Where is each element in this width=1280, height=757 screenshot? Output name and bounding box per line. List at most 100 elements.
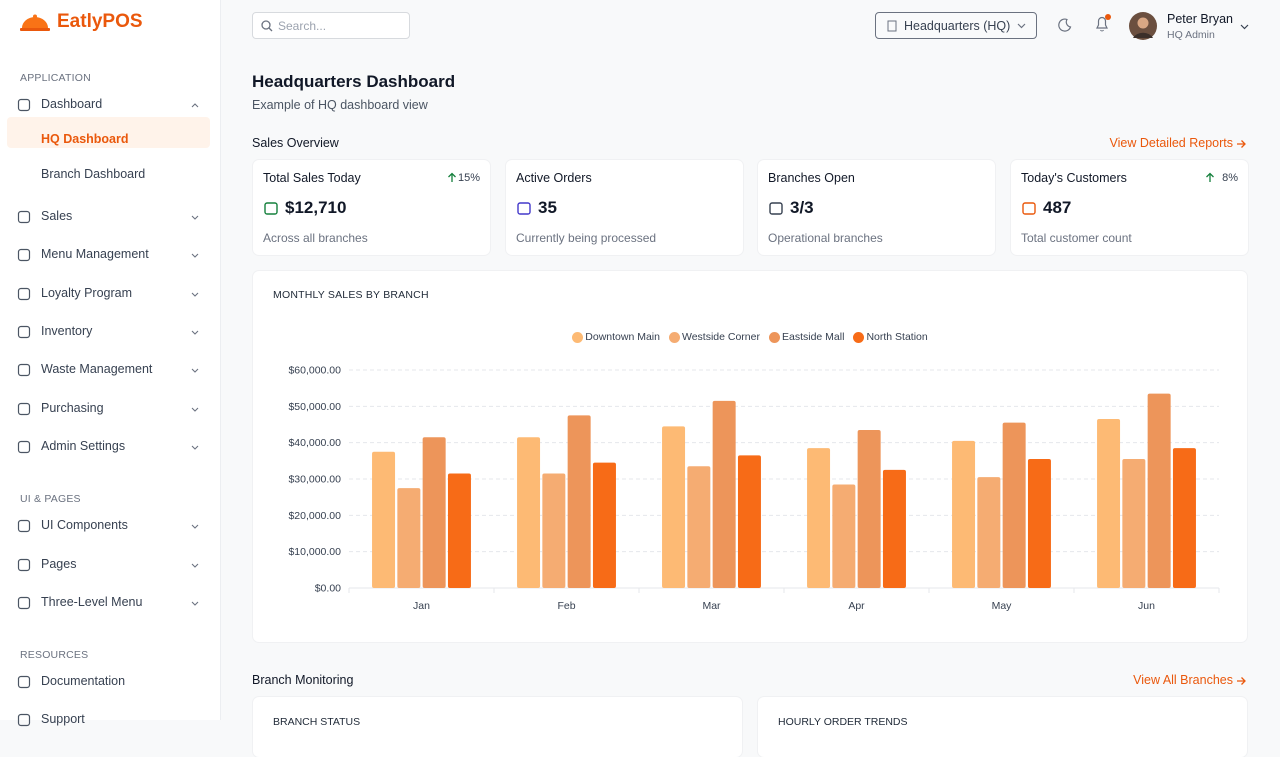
- theme-toggle[interactable]: [1058, 18, 1072, 32]
- bar: [832, 484, 856, 588]
- branch-status-card: BRANCH STATUS: [253, 697, 742, 757]
- x-tick-label: Apr: [848, 600, 865, 612]
- menu-item[interactable]: Sales: [41, 209, 73, 223]
- chevron-path: [191, 368, 199, 373]
- chevron: [191, 407, 199, 412]
- menu-item[interactable]: Purchasing: [41, 401, 104, 415]
- submenu-item[interactable]: HQ Dashboard: [41, 132, 129, 146]
- stat-icon: [517, 202, 531, 215]
- section-title: Branch Monitoring: [252, 673, 354, 687]
- user-menu-chevron[interactable]: [1240, 24, 1249, 30]
- bar: [1002, 422, 1026, 588]
- notifications[interactable]: [1093, 13, 1113, 33]
- stat-description: Currently being processed: [516, 231, 657, 245]
- chevron: [1017, 23, 1026, 29]
- icon-shape: [17, 596, 31, 609]
- legend-item: North Station: [853, 331, 928, 343]
- bar: [447, 473, 471, 588]
- branches-link[interactable]: View All Branches: [1133, 673, 1233, 687]
- submenu-item[interactable]: Branch Dashboard: [41, 167, 146, 181]
- menu-item[interactable]: Documentation: [41, 674, 126, 688]
- y-tick-label: $0.00: [315, 583, 341, 595]
- menu-item[interactable]: Admin Settings: [41, 439, 126, 453]
- icon-shape: [264, 202, 278, 215]
- legend-swatch: [853, 331, 865, 343]
- card-title: HOURLY ORDER TRENDS: [778, 716, 908, 728]
- bar: [882, 469, 906, 588]
- legend-label: Westside Corner: [681, 331, 760, 343]
- chevron-path: [191, 330, 199, 335]
- branch-select-label: Headquarters (HQ): [904, 19, 1011, 33]
- branch-select[interactable]: Headquarters (HQ): [875, 12, 1037, 39]
- menu-item[interactable]: Inventory: [41, 324, 93, 338]
- y-tick-label: $10,000.00: [288, 546, 341, 558]
- y-tick-label: $40,000.00: [288, 437, 341, 449]
- menu-icon: [17, 440, 31, 453]
- stat-value: 35: [538, 198, 557, 217]
- search-box[interactable]: Search...: [252, 12, 410, 39]
- menu-icon: [17, 248, 31, 261]
- chevron-path: [191, 407, 199, 412]
- logo-icon: [20, 14, 50, 31]
- search-icon: [261, 20, 273, 32]
- stat-card: Total Sales Today $12,710 Across all branc…: [253, 160, 490, 255]
- reports-link[interactable]: View Detailed Reports: [1109, 136, 1233, 150]
- bar: [737, 455, 761, 588]
- menu-item[interactable]: Dashboard: [41, 97, 103, 111]
- chevron-path: [191, 563, 199, 568]
- legend-item: Eastside Mall: [768, 331, 844, 343]
- up-arrow: [1206, 172, 1214, 182]
- stat-card: Branches Open 3/3 Operational branches: [758, 160, 995, 255]
- legend-item: Westside Corner: [668, 331, 760, 343]
- icon-shape: [17, 440, 31, 453]
- chevron: [191, 292, 199, 297]
- menu-item[interactable]: Waste Management: [41, 362, 153, 376]
- bar: [1122, 459, 1146, 588]
- chevron-path: [191, 601, 199, 606]
- brand: EatlyPOS: [57, 11, 143, 32]
- sidebar: EatlyPOS APPLICATION Dashboard HQ Dashboar…: [0, 0, 221, 726]
- menu-icon: [17, 596, 31, 609]
- menu-icon: [17, 210, 31, 223]
- chevron: [191, 215, 199, 220]
- avatar[interactable]: [1129, 12, 1157, 40]
- stat-value: 3/3: [790, 198, 814, 217]
- stat-description: Operational branches: [768, 231, 883, 245]
- stat-change: 8%: [1222, 172, 1238, 184]
- menu-item[interactable]: UI Components: [41, 518, 128, 532]
- y-tick-label: $60,000.00: [288, 365, 341, 377]
- stat-label: Total Sales Today: [263, 171, 361, 185]
- arrow-path: [448, 172, 456, 182]
- menu-icon: [17, 402, 31, 415]
- menu-item[interactable]: Three-Level Menu: [41, 595, 143, 609]
- menu-icon: [17, 287, 31, 300]
- chevron: [191, 368, 199, 373]
- menu-item[interactable]: Loyalty Program: [41, 286, 133, 300]
- bar: [687, 466, 711, 588]
- stat-label: Active Orders: [516, 171, 592, 185]
- stat-label: Branches Open: [768, 171, 855, 185]
- icon-shape: [17, 287, 31, 300]
- icon-shape: [17, 675, 31, 688]
- chart-title: MONTHLY SALES BY BRANCH: [273, 289, 429, 301]
- stat-icon: [769, 202, 783, 215]
- bar: [1147, 393, 1171, 588]
- menu-item[interactable]: Menu Management: [41, 247, 149, 261]
- icon-shape: [17, 325, 31, 338]
- building-icon: [887, 20, 897, 32]
- menu-item[interactable]: Pages: [41, 557, 77, 571]
- x-tick-label: Mar: [702, 600, 721, 612]
- stat-description: Total customer count: [1021, 231, 1132, 245]
- bar: [1172, 448, 1196, 588]
- arrow-icon: [1237, 140, 1246, 148]
- page-title: Headquarters Dashboard: [252, 72, 456, 91]
- icon-shape: [769, 202, 783, 215]
- user-role: HQ Admin: [1167, 29, 1215, 41]
- section-title: Sales Overview: [252, 136, 339, 150]
- bar: [712, 400, 736, 588]
- chart-card: MONTHLY SALES BY BRANCH $0.00 $10,000.00 $…: [253, 271, 1247, 642]
- menu-item[interactable]: Support: [41, 712, 85, 726]
- legend-swatch: [572, 331, 584, 343]
- chevron-path: [191, 103, 199, 108]
- stat-icon: [264, 202, 278, 215]
